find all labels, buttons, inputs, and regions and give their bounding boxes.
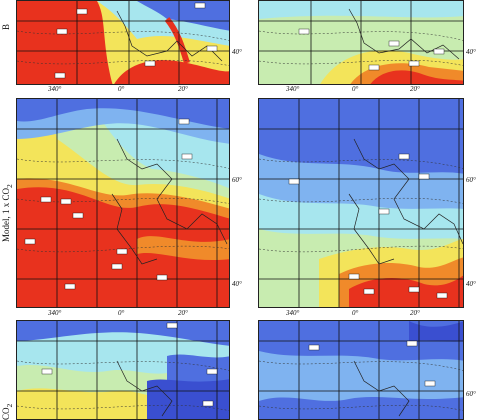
tick-lon-340-ml: 340° [48, 309, 62, 317]
row-label-bottom: CO2 [1, 403, 14, 420]
tick-lat-40-tl: 40° [232, 48, 242, 56]
tick-lon-0-tr: 0° [352, 85, 359, 93]
tick-lon-20-tl: 20° [178, 85, 188, 93]
tick-lon-0-tl: 0° [118, 85, 125, 93]
tick-lon-0-ml: 0° [118, 309, 125, 317]
tick-lat-60-br: 60° [466, 390, 476, 398]
row-label-middle: Model, 1 x CO2 [1, 184, 14, 242]
tick-lon-340-tr: 340° [286, 85, 300, 93]
map-panel-middle-right [258, 98, 464, 308]
tick-lat-40-tr: 40° [466, 48, 476, 56]
tick-lon-0-mr: 0° [352, 309, 359, 317]
tick-lon-20-ml: 20° [178, 309, 188, 317]
tick-lon-20-tr: 20° [410, 85, 420, 93]
row-label-top: B [1, 23, 11, 30]
tick-lat-40-mr: 40° [466, 280, 476, 288]
map-panel-top-right [258, 0, 464, 85]
tick-lon-340-mr: 340° [286, 309, 300, 317]
map-panel-middle-left [16, 98, 230, 308]
map-panel-bottom-left [16, 320, 230, 420]
map-panel-top-left [16, 0, 230, 85]
tick-lat-60-mr: 60° [466, 176, 476, 184]
tick-lon-340-tl: 340° [48, 85, 62, 93]
tick-lat-60-ml: 60° [232, 176, 242, 184]
map-panel-bottom-right [258, 320, 464, 420]
tick-lat-40-ml: 40° [232, 280, 242, 288]
tick-lon-20-mr: 20° [410, 309, 420, 317]
